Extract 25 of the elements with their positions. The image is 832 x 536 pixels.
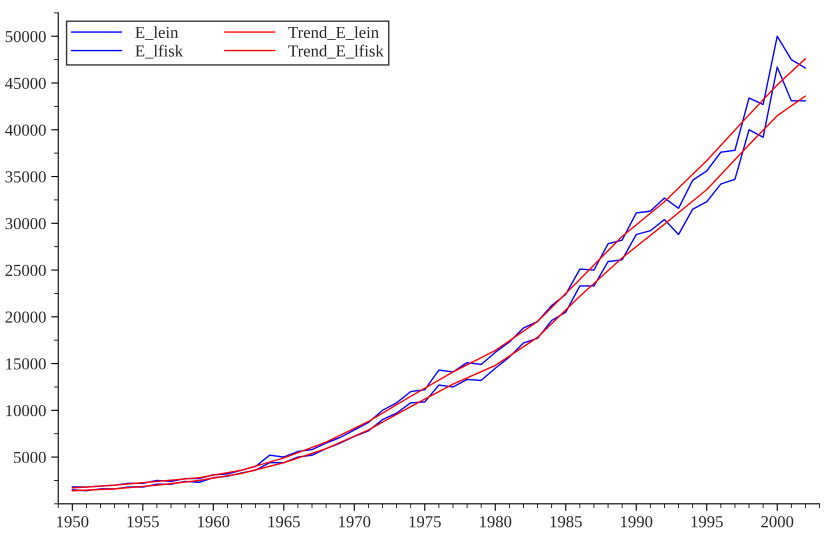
legend-label: E_lein	[135, 26, 178, 40]
x-tick-label: 1950	[57, 516, 88, 528]
x-tick-label: 1995	[692, 516, 723, 528]
legend-label: E_lfisk	[135, 44, 184, 59]
y-tick-label: 5000	[14, 452, 46, 464]
legend-label: Trend_E_lfisk	[288, 44, 384, 59]
x-tick-label: 1960	[198, 516, 230, 528]
y-tick-label: 50000	[6, 30, 46, 42]
x-tick-label: 1985	[550, 516, 582, 528]
x-tick-label: 1990	[621, 516, 652, 528]
y-tick-label: 35000	[6, 171, 46, 182]
x-tick-label: 1970	[339, 516, 370, 528]
y-tick-label: 10000	[6, 405, 46, 416]
legend-label: Trend_E_lein	[288, 26, 379, 40]
x-tick-label: 1965	[268, 516, 300, 528]
x-tick-label: 2000	[761, 516, 794, 528]
y-tick-label: 30000	[6, 218, 46, 230]
x-tick-label: 1980	[480, 516, 512, 528]
y-tick-label: 15000	[6, 358, 46, 370]
x-tick-label: 1955	[128, 516, 159, 528]
y-tick-label: 20000	[6, 312, 46, 323]
x-tick-label: 1975	[410, 516, 441, 528]
y-tick-label: 25000	[6, 264, 46, 276]
y-tick-label: 45000	[5, 78, 46, 89]
y-tick-label: 40000	[5, 124, 46, 136]
